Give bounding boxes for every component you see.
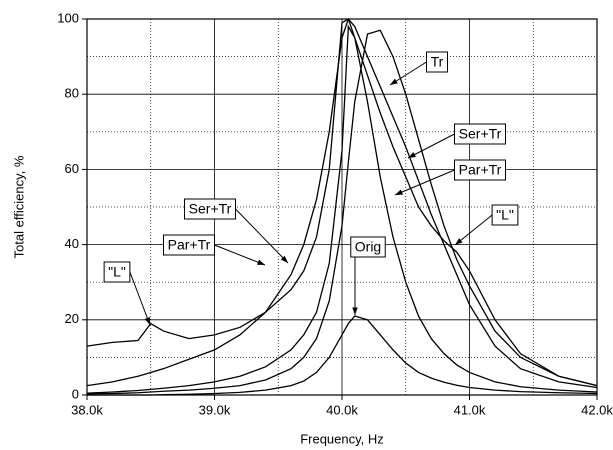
annotation-label: "L" (496, 207, 514, 223)
arrow-head (395, 189, 403, 195)
x-axis-title: Frequency, Hz (300, 431, 384, 446)
series-line (86, 24, 598, 394)
y-axis-title: Total efficiency, % (11, 155, 26, 258)
annotation-label: Ser+Tr (189, 201, 232, 217)
annotation-arrow (214, 244, 266, 266)
x-tick-label: 40.0k (326, 402, 358, 417)
annotation-arrow (129, 271, 151, 326)
x-tick-label: 41.0k (454, 402, 486, 417)
x-tick-label: 39.0k (199, 402, 231, 417)
y-tick-label: 40 (65, 236, 79, 251)
arrow-head (280, 255, 288, 263)
arrow-head (408, 152, 416, 158)
x-tick-label: 38.0k (71, 402, 103, 417)
plot-frame (86, 18, 598, 396)
arrow-head (390, 78, 398, 85)
y-tick-label: 20 (65, 311, 79, 326)
y-tick-label: 0 (72, 386, 79, 401)
arrow-head (352, 307, 358, 315)
y-tick-label: 80 (65, 86, 79, 101)
annotation-box (350, 236, 386, 258)
annotation-arrow (454, 214, 493, 246)
annotation-arrow (235, 208, 289, 264)
y-tick-label: 60 (65, 161, 79, 176)
arrow-head (257, 259, 265, 265)
annotation-label: "L" (108, 264, 126, 280)
annotation-arrow (394, 169, 455, 196)
annotation-label: Ser+Tr (459, 126, 502, 142)
arrow-head (144, 317, 150, 325)
annotation-label: Tr (431, 54, 444, 70)
y-tick-label: 100 (57, 10, 79, 25)
annotation-label: Par+Tr (168, 237, 211, 253)
series-line (86, 18, 598, 387)
annotation-arrow (407, 133, 455, 159)
arrow-head (455, 238, 463, 245)
series-line (87, 315, 598, 396)
series-line (86, 29, 598, 395)
annotation-label: Orig (355, 239, 381, 255)
x-tick-label: 42.0k (581, 402, 613, 417)
annotation-label: Par+Tr (459, 162, 502, 178)
